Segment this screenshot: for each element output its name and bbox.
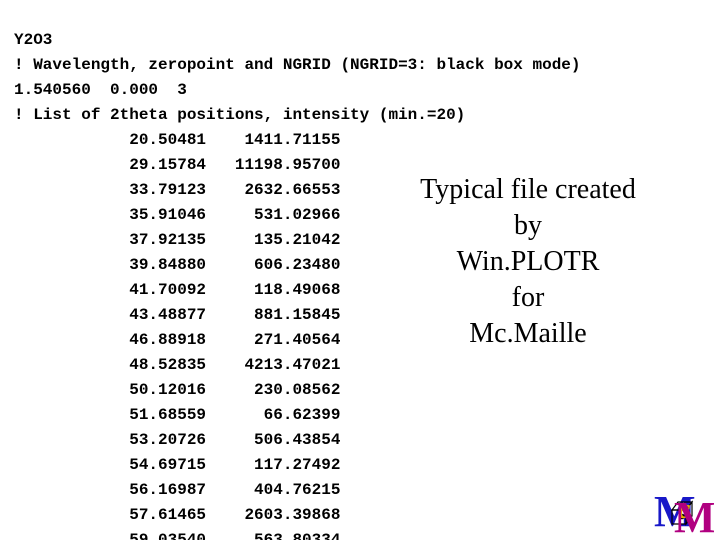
logo-letter-m-front: M (674, 493, 714, 534)
annotation-caption: Typical file createdbyWin.PLOTRforMc.Mai… (378, 172, 678, 352)
mcmaille-logo: M c M (654, 488, 714, 534)
